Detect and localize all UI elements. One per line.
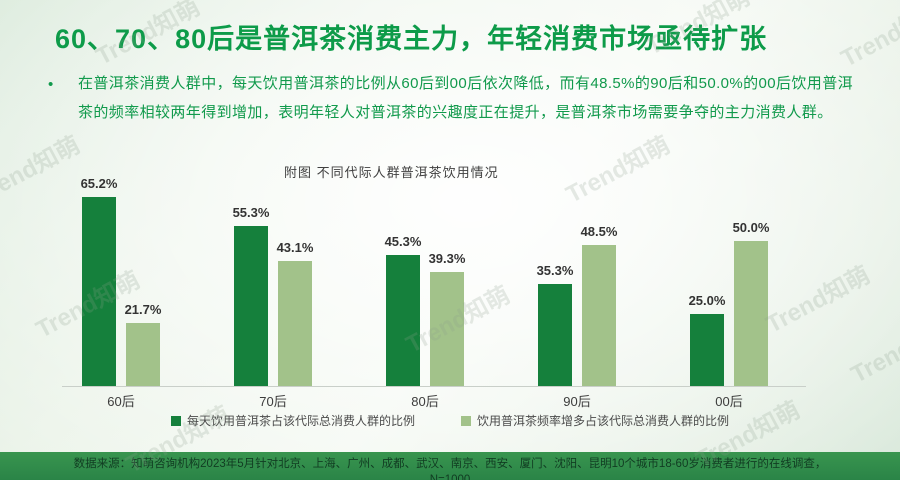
legend-swatch-icon (461, 415, 471, 426)
legend-label: 每天饮用普洱茶占该代际总消费人群的比例 (186, 414, 415, 428)
bar-value-label: 35.3% (536, 262, 574, 278)
bar-value-label: 65.2% (80, 175, 118, 191)
bar-group-70后: 55.3% 43.1% 70后 (233, 190, 314, 409)
bar-group-00后: 25.0% 50.0% 00后 (689, 190, 770, 409)
bar-value-label: 48.5% (580, 224, 618, 240)
category-label-80后: 80后 (411, 394, 439, 409)
bar-group-80后: 45.3% 39.3% 80后 (385, 190, 466, 409)
bar-daily-00后 (690, 313, 724, 386)
page-title: 60、70、80后是普洱茶消费主力，年轻消费市场亟待扩张 (55, 24, 768, 54)
category-label-70后: 70后 (259, 394, 287, 409)
bar-value-label: 50.0% (732, 220, 770, 235)
bar-daily-70后 (234, 225, 268, 386)
chart-legend: 每天饮用普洱茶占该代际总消费人群的比例 饮用普洱茶频率增多占该代际总消费人群的比例 (0, 412, 900, 429)
bar-value-label: 21.7% (124, 302, 162, 318)
bar-increase-80后 (430, 272, 464, 386)
legend-item-daily: 每天饮用普洱茶占该代际总消费人群的比例 (170, 412, 415, 429)
summary-bullet: • 在普洱茶消费人群中，每天饮用普洱茶的比例从60后到00后依次降低，而有48.… (48, 70, 866, 127)
bar-increase-60后 (126, 323, 160, 386)
bar-value-label: 55.3% (232, 204, 270, 220)
footer-band: 数据来源：知萌咨询机构2023年5月针对北京、上海、广州、成都、武汉、南京、西安… (0, 452, 900, 480)
category-label-00后: 00后 (715, 394, 743, 409)
brand-watermark: Trend知萌 (846, 311, 900, 389)
brand-watermark: Trend知萌 (836, 0, 900, 73)
bar-daily-60后 (82, 196, 116, 386)
legend-label: 饮用普洱茶频率增多占该代际总消费人群的比例 (477, 414, 730, 428)
bar-chart: 65.2% 21.7% 60后 55.3% 43.1% 70后 45.3% 39.3% 80后 3… (62, 176, 806, 409)
bar-value-label: 45.3% (384, 233, 422, 249)
legend-item-increase: 饮用普洱茶频率增多占该代际总消费人群的比例 (461, 412, 729, 429)
category-label-60后: 60后 (107, 394, 135, 409)
sample-size-text: N=1000 (429, 473, 471, 480)
bar-value-label: 43.1% (276, 240, 314, 256)
bullet-marker: • (48, 76, 54, 93)
legend-swatch-icon (170, 415, 181, 426)
category-label-90后: 90后 (563, 394, 591, 409)
bar-daily-80后 (386, 254, 420, 386)
bar-group-90后: 35.3% 48.5% 90后 (537, 190, 618, 409)
bar-increase-00后 (734, 241, 768, 386)
bar-value-label: 25.0% (688, 292, 726, 308)
bar-value-label: 39.3% (428, 251, 466, 267)
data-source-text: 数据来源：知萌咨询机构2023年5月针对北京、上海、广州、成都、武汉、南京、西安… (73, 458, 827, 470)
bar-group-60后: 65.2% 21.7% 60后 (81, 176, 162, 409)
summary-text: 在普洱茶消费人群中，每天饮用普洱茶的比例从60后到00后依次降低，而有48.5%… (78, 75, 854, 121)
bar-increase-90后 (582, 245, 616, 386)
bar-daily-90后 (538, 283, 572, 386)
bar-increase-70后 (278, 261, 312, 386)
chart-title: 附图 不同代际人群普洱茶饮用情况 (284, 165, 499, 180)
